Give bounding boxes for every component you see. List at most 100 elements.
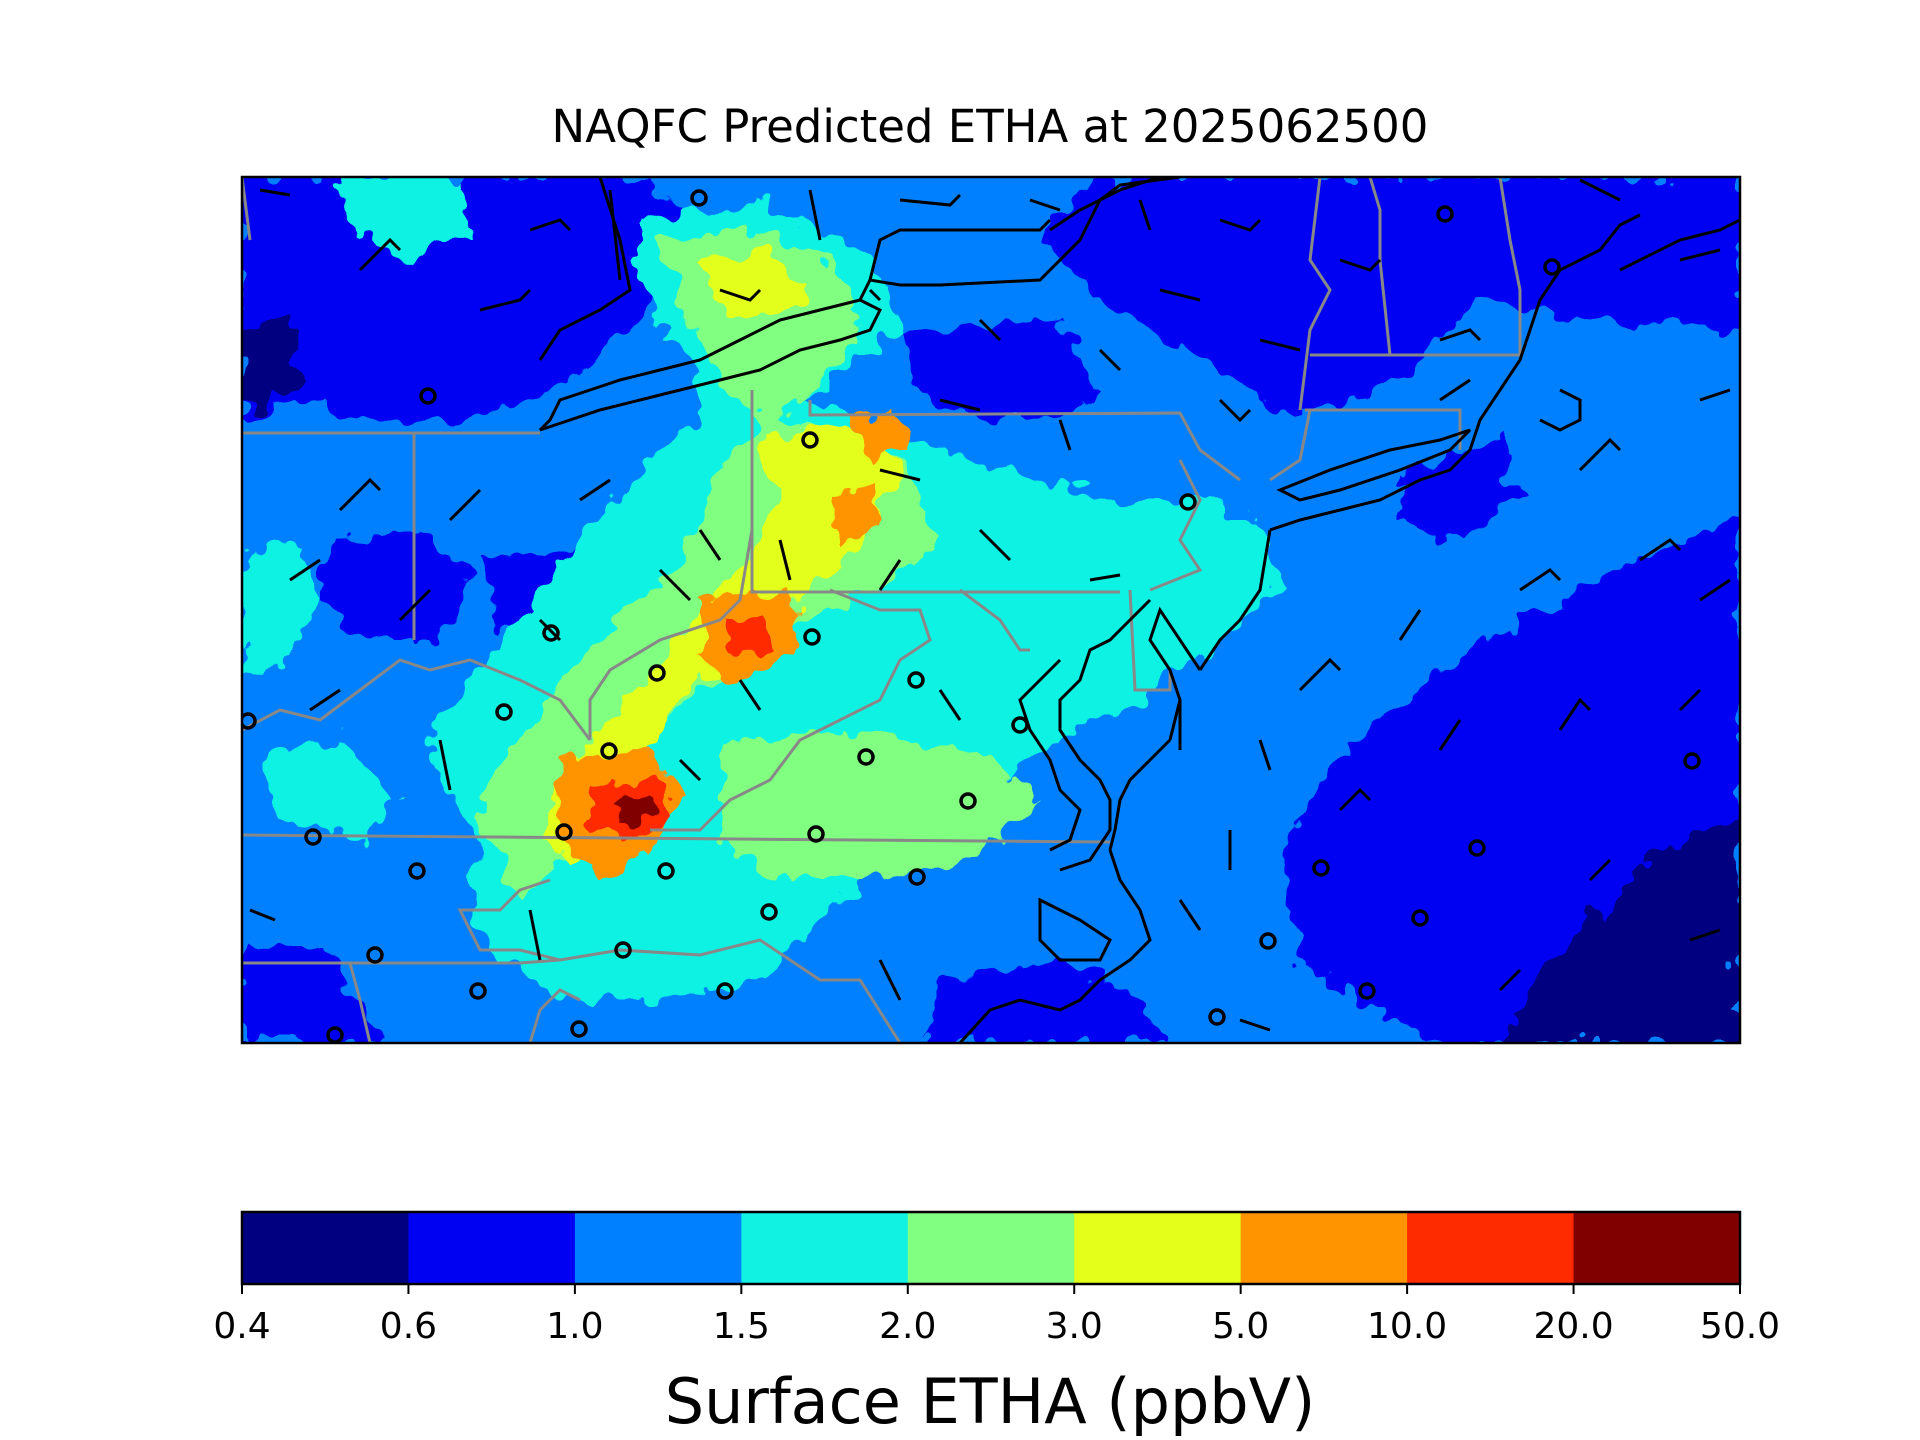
colorbar-tick-label: 2.0 xyxy=(879,1306,936,1347)
wind-barb xyxy=(1579,178,1621,202)
border-md-va xyxy=(959,588,1030,652)
border-va-nc xyxy=(457,878,561,962)
wind-barb xyxy=(1029,198,1061,212)
wind-barb xyxy=(808,189,822,241)
calm-marker xyxy=(1358,982,1376,1000)
border-ny-ct xyxy=(1269,409,1312,482)
border-wv-va xyxy=(650,588,932,832)
field-region-lowest-se xyxy=(1500,820,1740,1043)
wind-barb xyxy=(1439,328,1482,342)
field-region-low-sw xyxy=(242,940,380,1043)
field-region-lowest-nw xyxy=(242,320,300,410)
field-region-low-south xyxy=(930,960,1160,1043)
calm-marker xyxy=(542,624,560,642)
wind-barb xyxy=(1178,899,1202,931)
river-niagara xyxy=(868,288,882,302)
wind-barb xyxy=(1338,787,1372,812)
wind-barb xyxy=(1098,348,1122,372)
colorbar-tick-label: 1.5 xyxy=(713,1306,770,1347)
calm-marker xyxy=(570,1020,588,1038)
calm-marker xyxy=(495,703,513,721)
wind-barb xyxy=(438,739,452,791)
cape-cod xyxy=(1539,388,1582,432)
new-england-coast xyxy=(1269,213,1641,532)
field-region-elevated-a xyxy=(850,415,910,460)
border-ky-tn xyxy=(242,833,1111,844)
border-oh-ky xyxy=(242,658,592,741)
wind-barb xyxy=(1588,858,1612,882)
calm-marker xyxy=(1208,1008,1226,1026)
field-region-higher-plume xyxy=(700,250,810,320)
wind-barb xyxy=(259,188,291,197)
wind-barb xyxy=(448,488,482,522)
wind-barb xyxy=(1699,578,1731,602)
colorbar-segment xyxy=(1407,1212,1575,1284)
border-tn-west xyxy=(348,962,372,1043)
colorbar-segment xyxy=(408,1212,576,1284)
wind-barb xyxy=(579,478,611,502)
border-pa-north xyxy=(750,390,1120,594)
wind-barb xyxy=(338,477,382,512)
calm-marker xyxy=(1436,205,1454,223)
wind-barb xyxy=(1089,573,1121,582)
wind-barb xyxy=(1439,378,1471,402)
field-region-elevated-b xyxy=(840,480,880,540)
wind-barb xyxy=(678,758,702,782)
wind-barb xyxy=(608,189,622,281)
calm-marker xyxy=(1468,839,1486,857)
st-lawrence xyxy=(1049,177,1161,232)
border-pa-nj xyxy=(1149,459,1203,592)
calm-marker xyxy=(690,189,708,207)
nj-coast xyxy=(1198,529,1272,671)
wind-barb xyxy=(1679,248,1721,262)
wind-barb xyxy=(1339,258,1382,272)
pamlico-sound xyxy=(1038,897,1112,962)
wind-barbs xyxy=(249,178,1731,1032)
wind-barb xyxy=(719,288,762,302)
colorbar-label: Surface ETHA (ppbV) xyxy=(664,1365,1316,1438)
lake-erie-shore xyxy=(538,298,883,432)
calm-marker xyxy=(716,982,734,1000)
wind-barb xyxy=(249,908,276,922)
colorbar-segment xyxy=(1074,1212,1242,1284)
calm-marker xyxy=(469,982,487,1000)
colorbar-tick-label: 1.0 xyxy=(546,1306,603,1347)
wind-barb xyxy=(1239,1018,1271,1032)
lake-huron-shore xyxy=(538,177,632,361)
calm-marker xyxy=(907,671,925,689)
calm-marker xyxy=(657,862,675,880)
concentration-field xyxy=(242,177,1740,1043)
border-ny-pa xyxy=(808,400,1241,482)
colorbar-tick-label: 0.4 xyxy=(213,1306,270,1347)
wind-barb xyxy=(1639,538,1682,562)
map-frame xyxy=(240,175,1742,1045)
wind-barb xyxy=(289,558,321,582)
colorbar-segment xyxy=(1240,1212,1408,1284)
border-ct-ri xyxy=(1305,408,1462,450)
field-region-low-east2 xyxy=(1400,440,1520,540)
coastlines xyxy=(538,177,1740,1043)
wind-barb xyxy=(398,588,432,622)
field-region-max xyxy=(610,795,655,825)
border-nh-me xyxy=(1498,177,1522,355)
calm-marker xyxy=(807,825,825,843)
wind-barb xyxy=(1159,288,1201,302)
wind-barb xyxy=(738,679,762,711)
calm-marker xyxy=(555,823,573,841)
colorbar-frame xyxy=(240,1210,1742,1286)
field-region-low-ne xyxy=(1040,177,1740,420)
calm-marker xyxy=(803,628,821,646)
wind-barb xyxy=(1259,338,1301,352)
calm-marker xyxy=(1543,258,1561,276)
calm-marker xyxy=(908,868,926,886)
calm-marker xyxy=(1011,716,1029,734)
map-title: NAQFC Predicted ETHA at 2025062500 xyxy=(551,100,1429,153)
wind-barb xyxy=(1438,719,1462,751)
colorbar-segment xyxy=(741,1212,909,1284)
calm-marker xyxy=(1179,493,1197,511)
wind-barb xyxy=(878,959,902,1001)
wind-barb xyxy=(1218,398,1252,423)
wind-barb xyxy=(899,193,962,207)
field-region-peak-a xyxy=(720,615,770,655)
